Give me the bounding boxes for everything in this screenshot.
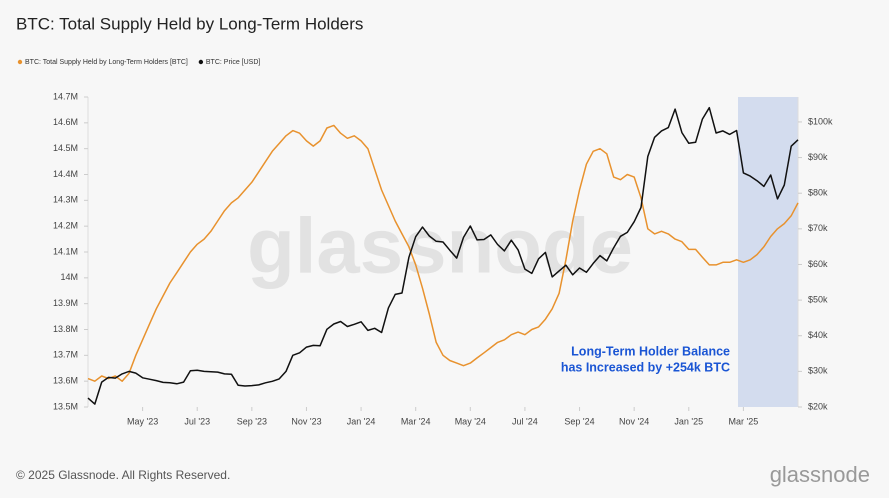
annotation: has Increased by +254k BTC	[561, 360, 730, 374]
series-line	[87, 124, 799, 382]
x-tick-label: Nov '24	[619, 416, 649, 426]
y-tick-label: 14.4M	[53, 169, 78, 179]
y2-tick-label: $40k	[808, 330, 828, 340]
logo: glassnode	[770, 462, 870, 487]
x-tick-label: Jul '23	[184, 416, 210, 426]
legend-marker	[17, 59, 23, 65]
y-tick-label: 13.7M	[53, 350, 78, 360]
legend-label: BTC: Total Supply Held by Long-Term Hold…	[25, 59, 188, 66]
legend-marker	[198, 59, 204, 65]
y2-tick-label: $80k	[808, 188, 828, 198]
x-tick-label: Sep '24	[564, 416, 594, 426]
y2-tick-label: $50k	[808, 294, 828, 304]
x-tick-label: Jan '25	[674, 416, 703, 426]
x-tick-label: Jul '24	[512, 416, 538, 426]
series-line	[87, 106, 799, 405]
y2-tick-label: $20k	[808, 401, 828, 411]
x-tick-label: Nov '23	[291, 416, 321, 426]
annotation: Long-Term Holder Balance	[571, 344, 730, 358]
x-tick-label: Mar '25	[729, 416, 759, 426]
y-tick-label: 14.3M	[53, 195, 78, 205]
watermark: glassnode	[247, 202, 633, 290]
y-tick-label: 14M	[60, 272, 78, 282]
y2-tick-label: $90k	[808, 152, 828, 162]
y2-tick-label: $60k	[808, 259, 828, 269]
y-tick-label: 13.8M	[53, 324, 78, 334]
y-tick-label: 14.6M	[53, 117, 78, 127]
y-tick-label: 14.7M	[53, 91, 78, 101]
copyright: © 2025 Glassnode. All Rights Reserved.	[16, 468, 230, 482]
y-tick-label: 14.5M	[53, 143, 78, 153]
y-tick-label: 14.2M	[53, 221, 78, 231]
x-tick-label: Mar '24	[401, 416, 431, 426]
x-tick-label: May '24	[455, 416, 486, 426]
x-tick-label: Jan '24	[347, 416, 376, 426]
y-tick-label: 13.9M	[53, 298, 78, 308]
chart-title: BTC: Total Supply Held by Long-Term Hold…	[16, 14, 363, 33]
y-tick-label: 13.6M	[53, 376, 78, 386]
y2-tick-label: $70k	[808, 223, 828, 233]
y-tick-label: 14.1M	[53, 246, 78, 256]
x-tick-label: May '23	[127, 416, 158, 426]
y2-tick-label: $30k	[808, 366, 828, 376]
x-tick-label: Sep '23	[237, 416, 267, 426]
y2-tick-label: $100k	[808, 116, 833, 126]
y-tick-label: 13.5M	[53, 401, 78, 411]
legend-label: BTC: Price [USD]	[206, 59, 261, 66]
highlight-region	[738, 97, 798, 407]
